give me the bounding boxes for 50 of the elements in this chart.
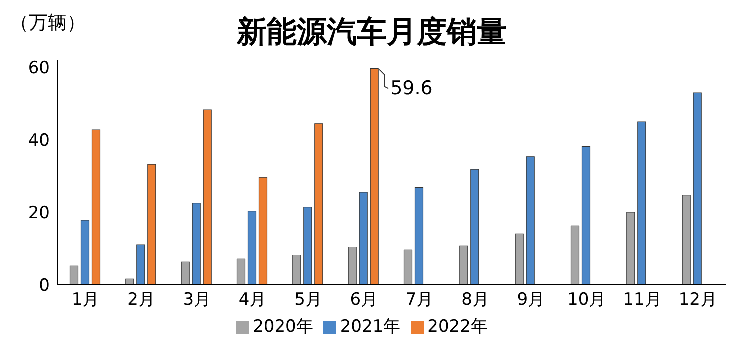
legend-label: 2022年 [428,317,488,337]
bar [258,177,268,285]
data-label: 59.6 [390,78,433,100]
y-tick-label: 60 [28,58,50,78]
x-tick-label: 11月 [623,290,662,310]
bar [404,250,413,285]
bar [348,246,357,285]
bar [582,146,591,285]
y-tick-label: 0 [39,276,50,296]
bar [638,122,646,285]
bar [192,203,201,285]
bar [203,110,212,285]
bar [526,156,535,285]
bar [515,234,524,285]
x-tick-label: 7月 [406,290,434,310]
x-tick-label: 4月 [238,290,267,310]
y-tick-label: 20 [28,203,50,224]
bar [314,124,324,285]
x-tick-label: 3月 [183,290,212,310]
bar [181,262,190,285]
legend-label: 2020年 [253,317,314,337]
legend-label: 2021年 [340,317,401,337]
bar [236,258,246,285]
x-tick-label: 5月 [294,290,322,310]
bar [148,164,156,285]
bar [626,212,636,285]
bar [682,195,691,285]
bar [304,207,312,285]
bar [359,192,368,285]
x-tick-label: 8月 [462,290,490,310]
bar [80,220,90,285]
chart-title: 新能源汽车月度销量 [237,15,507,50]
x-tick-label: 2月 [128,290,156,310]
bar [460,246,468,285]
x-tick-label: 10月 [568,290,606,310]
x-tick-label: 12月 [678,290,718,310]
bar [693,92,702,285]
x-tick-label: 6月 [350,290,378,310]
bar [470,169,480,285]
bar [92,130,101,285]
y-axis-title: （万辆） [10,11,86,36]
bar [292,254,302,285]
bar [136,244,146,285]
x-tick-label: 1月 [72,290,100,310]
bar [414,187,424,285]
bar [248,211,257,285]
bar [570,226,580,285]
y-tick-label: 40 [28,130,50,151]
bar [70,266,79,285]
x-tick-label: 9月 [517,290,546,310]
